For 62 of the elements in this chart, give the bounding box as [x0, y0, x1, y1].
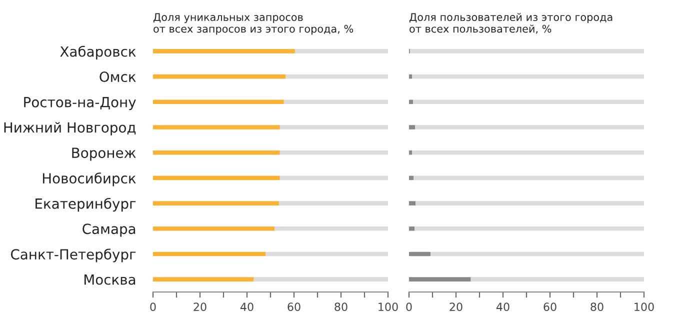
bar — [416, 201, 644, 206]
bar — [409, 226, 415, 231]
bar — [153, 176, 280, 180]
y-tick-label: Екатеринбург — [36, 198, 136, 212]
bar — [153, 125, 280, 130]
bar — [153, 226, 275, 231]
bar — [153, 74, 286, 79]
bar — [412, 100, 644, 104]
chart-title: Доля пользователей из этого города от всех пользователей, % — [410, 13, 612, 34]
bar — [409, 150, 412, 155]
y-tick-label: Санкт-Петербург — [10, 248, 136, 262]
bar — [414, 176, 644, 180]
bar — [286, 74, 388, 79]
bar — [430, 252, 644, 256]
bar — [409, 125, 416, 130]
bar — [470, 277, 644, 282]
y-tick-label: Нижний Новгород — [4, 122, 136, 136]
bar — [409, 100, 413, 104]
bar — [414, 226, 644, 231]
x-tick-label: 20 — [450, 302, 462, 312]
bar — [266, 252, 388, 256]
x-tick-label: 100 — [634, 302, 654, 312]
bar — [409, 74, 412, 79]
bar — [280, 125, 388, 130]
chart-title: Доля уникальных запросов от всех запросов из этого города, % — [154, 13, 354, 35]
bar — [412, 150, 644, 155]
y-tick-label: Ростов-на-Дону — [24, 97, 136, 110]
bar — [415, 125, 644, 130]
x-tick-label: 60 — [544, 302, 556, 312]
bar — [153, 49, 295, 54]
bar — [284, 100, 388, 104]
x-tick-label: 80 — [590, 302, 604, 312]
x-tick-label: 0 — [406, 302, 412, 312]
bar — [153, 100, 284, 104]
bar — [254, 277, 388, 282]
bar — [294, 49, 388, 54]
bar — [410, 49, 644, 54]
bar — [153, 252, 266, 256]
y-tick-label: Омск — [100, 72, 136, 82]
bar — [153, 201, 279, 206]
bar — [280, 176, 388, 180]
bar — [153, 150, 280, 155]
y-tick-label: Москва — [84, 274, 136, 285]
x-tick-label: 60 — [288, 302, 300, 312]
x-tick-label: 100 — [378, 302, 398, 312]
bar — [412, 74, 644, 79]
bar — [280, 150, 388, 155]
x-tick-label: 40 — [240, 302, 254, 312]
bar — [409, 277, 471, 282]
y-tick-label: Воронеж — [72, 148, 136, 161]
bar — [409, 252, 431, 256]
y-tick-label: Новосибирск — [42, 172, 136, 186]
bar — [153, 277, 254, 282]
y-tick-label: Самара — [82, 224, 136, 237]
x-tick-label: 80 — [334, 302, 348, 312]
bar — [409, 201, 416, 206]
x-tick-label: 20 — [194, 302, 206, 312]
x-tick-label: 0 — [150, 302, 156, 312]
bar — [274, 226, 388, 231]
x-tick-label: 40 — [496, 302, 510, 312]
y-tick-label: Хабаровск — [60, 46, 136, 60]
bar — [278, 201, 388, 206]
